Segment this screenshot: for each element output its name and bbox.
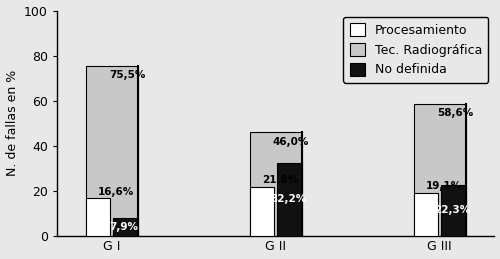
Text: 16,6%: 16,6% [98,187,134,197]
Bar [113,218,138,236]
Text: 22,3%: 22,3% [434,205,470,215]
Text: 58,6%: 58,6% [437,108,474,118]
Bar [441,185,466,236]
Bar [250,132,302,236]
Text: 7,9%: 7,9% [110,222,138,232]
Text: 19,1%: 19,1% [426,182,462,191]
Bar [86,66,138,236]
Text: 75,5%: 75,5% [109,70,146,80]
Text: 32,2%: 32,2% [270,194,306,204]
Bar [86,198,110,236]
Legend: Procesamiento, Tec. Radiográfica, No definida: Procesamiento, Tec. Radiográfica, No def… [344,17,488,83]
Bar [414,193,438,236]
Bar [277,163,301,236]
Text: 46,0%: 46,0% [273,136,310,147]
Bar [250,186,274,236]
Text: 21,8%: 21,8% [262,175,298,185]
Bar [414,104,466,236]
Y-axis label: N. de fallas en %: N. de fallas en % [6,70,18,176]
